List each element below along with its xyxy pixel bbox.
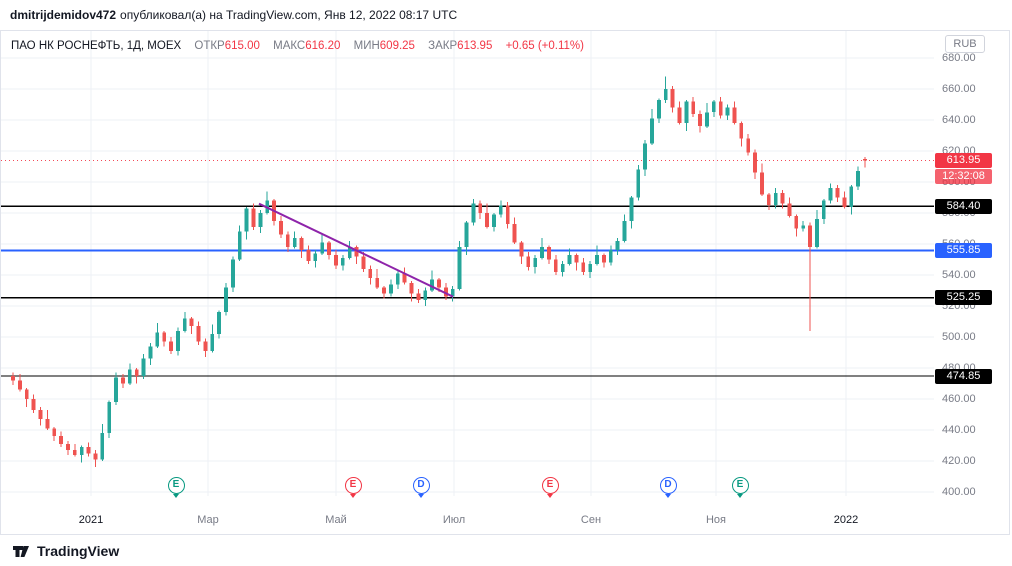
marker-stem <box>350 494 356 498</box>
tradingview-wordmark[interactable]: TradingView <box>37 542 120 559</box>
low-label: МИН <box>353 40 380 52</box>
tradingview-logo-icon[interactable] <box>12 542 30 560</box>
marker-stem <box>665 494 671 498</box>
earnings-marker-icon[interactable]: E <box>731 477 749 498</box>
currency-toggle[interactable]: RUB <box>945 35 985 53</box>
y-axis-tick: 540.00 <box>942 269 976 281</box>
attribution-bar: dmitrijdemidov472 опубликовал(а) на Trad… <box>0 0 1012 30</box>
level-price-badge: 474.85 <box>935 368 992 384</box>
x-axis-label: 2021 <box>78 514 104 526</box>
change-value: +0.65 (+0.11%) <box>505 40 584 52</box>
y-axis-tick: 460.00 <box>942 393 976 405</box>
earnings-marker-icon[interactable]: E <box>541 477 559 498</box>
chart-legend: ПАО НК РОСНЕФТЬ, 1Д, MOEX ОТКР615.00 МАК… <box>11 40 584 52</box>
close-label: ЗАКР <box>428 40 458 52</box>
y-axis-tick: 640.00 <box>942 114 976 126</box>
marker-stem <box>737 494 743 498</box>
marker-stem <box>418 494 424 498</box>
x-axis-label: Май <box>325 514 347 526</box>
trendline[interactable] <box>258 202 454 298</box>
marker-stem <box>173 494 179 498</box>
gridlines <box>1 31 934 496</box>
attribution-username[interactable]: dmitrijdemidov472 <box>10 8 117 22</box>
footer-bar: TradingView <box>0 535 1012 566</box>
time-axis[interactable]: 2021 Мар Май Июл Сен Ноя 2022 <box>1 506 934 534</box>
dividends-marker-icon[interactable]: D <box>412 477 430 498</box>
level-price-badge: 584.40 <box>935 198 992 214</box>
y-axis-tick: 660.00 <box>942 83 976 95</box>
chart-panel: ПАО НК РОСНЕФТЬ, 1Д, MOEX ОТКР615.00 МАК… <box>0 30 1010 535</box>
open-value: 615.00 <box>224 40 260 52</box>
y-axis-tick: 500.00 <box>942 331 976 343</box>
high-label: МАКС <box>273 40 306 52</box>
level-price-badge: 555.85 <box>935 242 992 258</box>
y-axis-tick: 420.00 <box>942 455 976 467</box>
x-axis-label: Сен <box>580 514 602 526</box>
earnings-marker-icon[interactable]: E <box>344 477 362 498</box>
y-axis-tick: 680.00 <box>942 52 976 64</box>
open-label: ОТКР <box>194 40 225 52</box>
price-chart-canvas[interactable] <box>1 31 934 506</box>
symbol-title[interactable]: ПАО НК РОСНЕФТЬ, 1Д, MOEX <box>11 40 182 52</box>
x-axis-label: Мар <box>197 514 219 526</box>
last-price-badge: 613.95 <box>935 152 992 168</box>
x-axis-label: 2022 <box>833 514 859 526</box>
low-value: 609.25 <box>379 40 415 52</box>
x-axis-label: Июл <box>442 514 466 526</box>
close-value: 613.95 <box>457 40 493 52</box>
x-axis-label: Ноя <box>705 514 727 526</box>
level-price-badge: 525.25 <box>935 290 992 306</box>
marker-stem <box>547 494 553 498</box>
y-axis-tick: 440.00 <box>942 424 976 436</box>
candlesticks <box>11 76 867 468</box>
price-axis[interactable]: RUB 680.00660.00640.00620.00600.00580.00… <box>934 31 1009 506</box>
attribution-text: опубликовал(а) на TradingView.com, Янв 1… <box>120 8 458 22</box>
high-value: 616.20 <box>305 40 341 52</box>
dividends-marker-icon[interactable]: D <box>659 477 677 498</box>
countdown-badge: 12:32:08 <box>935 168 992 184</box>
y-axis-tick: 400.00 <box>942 486 976 498</box>
earnings-marker-icon[interactable]: E <box>167 477 185 498</box>
